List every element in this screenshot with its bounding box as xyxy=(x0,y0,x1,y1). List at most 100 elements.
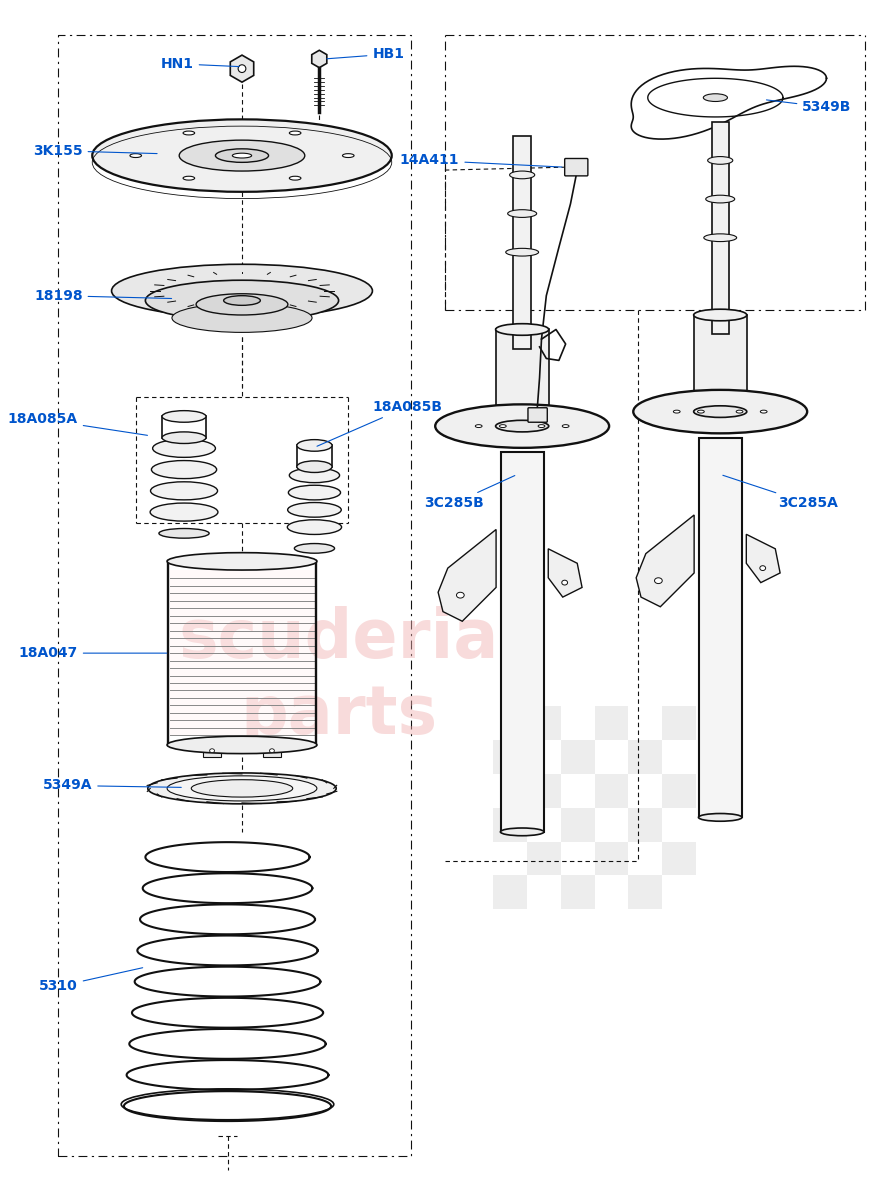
Bar xyxy=(712,121,729,335)
Text: 5349B: 5349B xyxy=(766,100,852,114)
Ellipse shape xyxy=(634,390,807,433)
Ellipse shape xyxy=(209,749,215,752)
Ellipse shape xyxy=(456,593,464,598)
Ellipse shape xyxy=(183,176,195,180)
Bar xyxy=(628,740,662,774)
Ellipse shape xyxy=(288,520,342,534)
Ellipse shape xyxy=(495,420,548,432)
Ellipse shape xyxy=(501,828,544,835)
Bar xyxy=(494,740,527,774)
Ellipse shape xyxy=(167,737,317,754)
Polygon shape xyxy=(230,55,254,82)
Bar xyxy=(699,438,742,817)
Ellipse shape xyxy=(509,172,534,179)
FancyBboxPatch shape xyxy=(565,158,587,176)
Ellipse shape xyxy=(506,248,539,256)
Ellipse shape xyxy=(673,410,680,413)
Ellipse shape xyxy=(693,406,746,418)
Ellipse shape xyxy=(297,461,332,473)
Bar xyxy=(561,875,594,910)
Ellipse shape xyxy=(295,544,335,553)
Text: 5349A: 5349A xyxy=(43,779,182,792)
Ellipse shape xyxy=(704,234,737,241)
Bar xyxy=(501,452,544,832)
Ellipse shape xyxy=(153,439,216,457)
Bar xyxy=(594,707,628,740)
Ellipse shape xyxy=(111,264,373,318)
Ellipse shape xyxy=(760,565,766,570)
Ellipse shape xyxy=(191,780,293,797)
Ellipse shape xyxy=(699,814,742,821)
Ellipse shape xyxy=(232,154,252,158)
Bar xyxy=(594,841,628,875)
Ellipse shape xyxy=(760,410,767,413)
Bar xyxy=(514,137,531,349)
Ellipse shape xyxy=(130,154,142,157)
Ellipse shape xyxy=(167,553,317,570)
Bar xyxy=(527,707,561,740)
Ellipse shape xyxy=(172,304,312,332)
Ellipse shape xyxy=(575,424,604,438)
Text: 3C285A: 3C285A xyxy=(723,475,838,510)
Ellipse shape xyxy=(475,425,482,427)
Ellipse shape xyxy=(698,410,704,413)
Ellipse shape xyxy=(150,481,217,500)
Ellipse shape xyxy=(693,310,746,320)
Ellipse shape xyxy=(507,210,537,217)
Bar xyxy=(662,774,696,808)
Bar xyxy=(263,745,281,756)
Ellipse shape xyxy=(562,425,569,427)
Text: HN1: HN1 xyxy=(161,56,239,71)
Polygon shape xyxy=(548,548,582,598)
Bar xyxy=(561,808,594,841)
Polygon shape xyxy=(636,515,694,607)
Ellipse shape xyxy=(289,468,340,482)
Text: 18A047: 18A047 xyxy=(18,646,167,660)
Ellipse shape xyxy=(289,485,341,500)
Polygon shape xyxy=(746,534,780,583)
Ellipse shape xyxy=(707,156,733,164)
Ellipse shape xyxy=(500,425,507,427)
Ellipse shape xyxy=(736,410,743,413)
Ellipse shape xyxy=(703,94,727,102)
Ellipse shape xyxy=(297,439,332,451)
Text: 18198: 18198 xyxy=(34,289,171,302)
Ellipse shape xyxy=(654,577,662,583)
Ellipse shape xyxy=(342,154,354,157)
Text: HB1: HB1 xyxy=(327,47,404,61)
Ellipse shape xyxy=(223,295,261,305)
Bar xyxy=(494,875,527,910)
Ellipse shape xyxy=(159,528,209,538)
Ellipse shape xyxy=(92,119,392,192)
Bar xyxy=(594,774,628,808)
Ellipse shape xyxy=(638,409,667,424)
Text: 18A085B: 18A085B xyxy=(317,400,442,446)
Bar xyxy=(527,774,561,808)
Ellipse shape xyxy=(148,773,336,804)
Text: 14A411: 14A411 xyxy=(400,154,562,168)
Bar xyxy=(496,330,549,426)
Text: scuderia
parts: scuderia parts xyxy=(178,606,499,749)
Text: 18A085A: 18A085A xyxy=(8,413,148,436)
Ellipse shape xyxy=(288,503,342,517)
Bar xyxy=(561,740,594,774)
Ellipse shape xyxy=(196,294,288,314)
Bar xyxy=(662,707,696,740)
Ellipse shape xyxy=(538,425,545,427)
Ellipse shape xyxy=(151,461,216,479)
Ellipse shape xyxy=(150,503,218,521)
Ellipse shape xyxy=(179,140,305,172)
Bar xyxy=(494,808,527,841)
Ellipse shape xyxy=(162,410,206,422)
Text: 3C285B: 3C285B xyxy=(424,475,514,510)
Text: 5310: 5310 xyxy=(39,967,143,994)
Bar xyxy=(694,314,747,412)
Ellipse shape xyxy=(773,409,802,424)
Ellipse shape xyxy=(289,131,301,134)
Ellipse shape xyxy=(162,432,206,444)
Text: 3K155: 3K155 xyxy=(33,144,157,157)
Ellipse shape xyxy=(183,131,195,134)
Ellipse shape xyxy=(435,404,609,448)
Ellipse shape xyxy=(440,424,469,438)
Ellipse shape xyxy=(561,580,567,586)
